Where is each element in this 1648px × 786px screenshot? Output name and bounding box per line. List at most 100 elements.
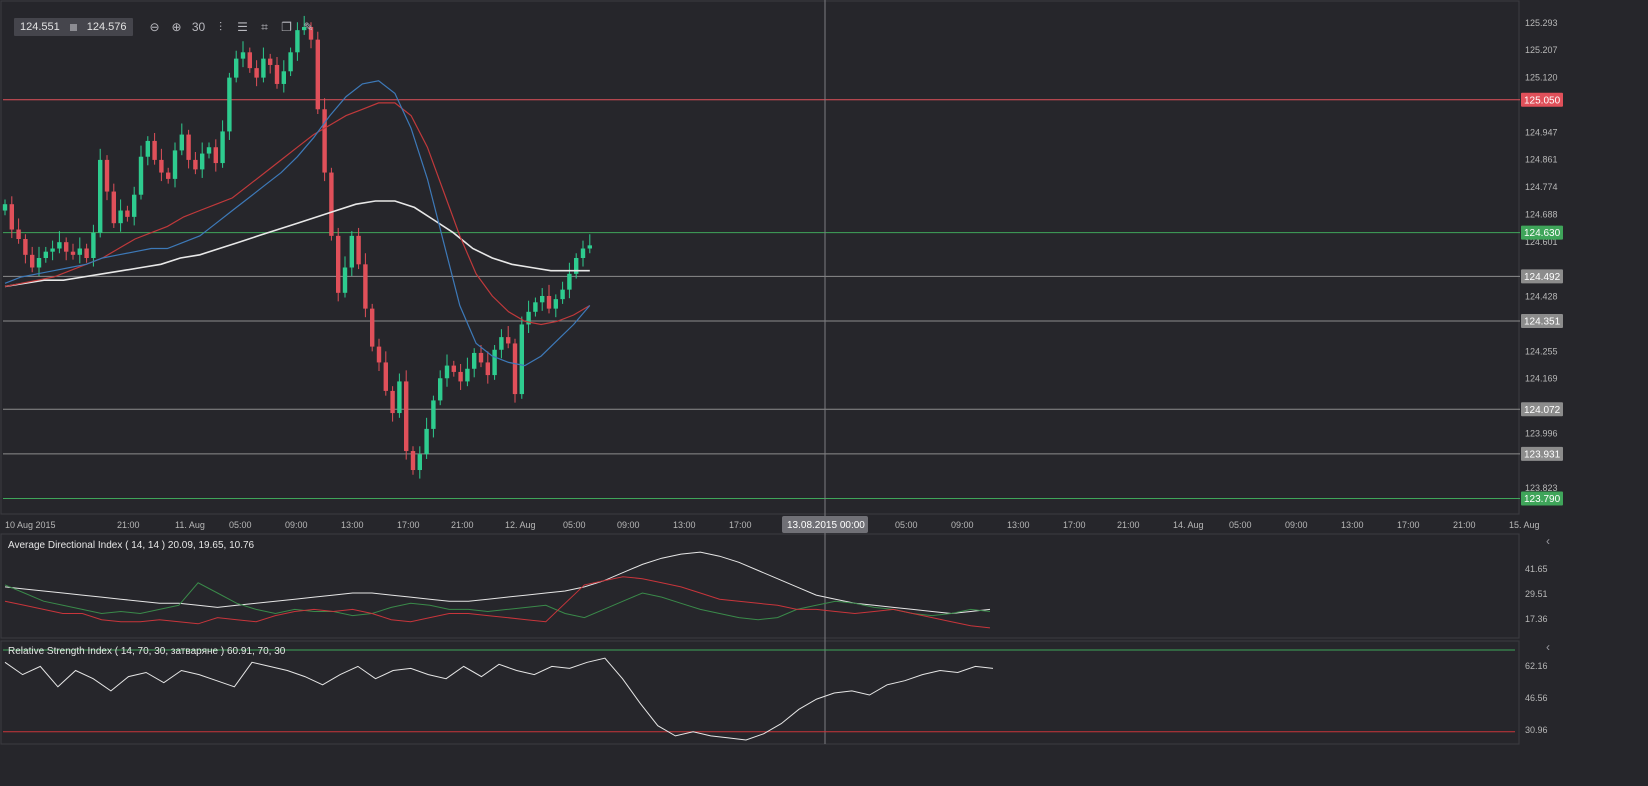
price-level-badge <box>1521 269 1563 284</box>
draw-icon[interactable]: ✎ <box>303 20 314 34</box>
x-tick-label: 13:00 <box>1341 520 1364 530</box>
bull-candle <box>281 71 286 84</box>
bull-candle <box>220 131 225 164</box>
collapse-rsi-icon[interactable]: ‹ <box>1546 640 1550 654</box>
bear-candle <box>64 242 69 252</box>
bear-candle <box>254 68 259 78</box>
timeframe-30m-icon[interactable]: 30 <box>191 20 206 34</box>
x-tick-label: 21:00 <box>1453 520 1476 530</box>
bear-candle <box>478 352 484 363</box>
bull-candle <box>57 242 62 249</box>
bull-candle <box>526 311 531 325</box>
bear-candle <box>410 451 416 471</box>
bull-candle <box>2 204 8 211</box>
y-tick-label: 124.428 <box>1525 292 1558 302</box>
bear-candle <box>308 26 314 40</box>
y-tick-label: 124.947 <box>1525 127 1558 137</box>
x-tick-label: 11. Aug <box>175 520 205 530</box>
ema-slow-line <box>4 200 590 288</box>
bull-candle <box>288 52 293 72</box>
bear-candle <box>315 39 320 110</box>
bull-candle <box>206 147 212 154</box>
rsi-line <box>4 657 994 741</box>
bull-candle <box>50 248 55 252</box>
y-tick-label: 123.823 <box>1525 483 1558 493</box>
bull-candle <box>519 324 524 395</box>
ema-fast-line <box>4 80 591 367</box>
y-tick-label: 124.255 <box>1525 346 1558 356</box>
y-tick-label: 123.996 <box>1525 428 1558 438</box>
rsi-panel-frame <box>0 640 1520 745</box>
bull-candle <box>540 295 545 303</box>
bull-candle <box>36 258 42 268</box>
y-tick-label: 125.120 <box>1525 73 1558 83</box>
x-tick-label: 05:00 <box>563 520 586 530</box>
y-tick-label: 124.601 <box>1525 237 1558 247</box>
x-tick-label: 13:00 <box>673 520 696 530</box>
bear-candle <box>451 365 456 372</box>
chart-toolbar: 124.551 124.576 ⊖ ⊕ 30 ⫶ ☰ ⌗ ❐ ✎ <box>14 18 317 36</box>
bull-candle <box>91 232 96 258</box>
bull-candle <box>138 156 144 195</box>
price-level-badge <box>1521 491 1563 506</box>
price-level-badge <box>1521 313 1563 328</box>
zoom-in-icon[interactable]: ⊕ <box>171 20 182 34</box>
collapse-adx-icon[interactable]: ‹ <box>1546 534 1550 548</box>
adx-label: Average Directional Index ( 14, 14 ) 20.… <box>8 540 255 551</box>
bear-candle <box>546 295 552 309</box>
price-level-badge <box>1521 92 1563 107</box>
y-tick-label: 124.169 <box>1525 374 1558 384</box>
bull-candle <box>424 428 429 455</box>
price-level-label: 124.072 <box>1524 405 1561 416</box>
x-tick-label: 13:00 <box>341 520 364 530</box>
tool-buttons: ⊖ ⊕ 30 ⫶ ☰ ⌗ ❐ ✎ <box>147 19 317 35</box>
bear-candle <box>166 172 171 179</box>
bear-candle <box>370 308 375 347</box>
x-tick-label: 05:00 <box>895 520 918 530</box>
bid-price: 124.551 <box>20 21 60 33</box>
bull-candle <box>472 352 477 369</box>
bull-candle <box>98 159 103 233</box>
price-level-badge <box>1521 402 1563 417</box>
y-tick-label: 125.293 <box>1525 18 1558 28</box>
indicators-icon[interactable]: ☰ <box>237 20 248 34</box>
zoom-out-icon[interactable]: ⊖ <box>149 20 160 34</box>
bull-candle <box>560 289 565 300</box>
x-tick-label: 12. Aug <box>505 520 536 530</box>
spread-icon <box>69 23 77 31</box>
bull-candle <box>444 365 450 379</box>
bull-candle <box>200 153 205 170</box>
x-tick-label: 17:00 <box>1063 520 1086 530</box>
bear-candle <box>363 264 368 309</box>
bull-candle <box>499 337 504 350</box>
adx-tick-label: 29.51 <box>1525 589 1548 599</box>
chart-type-icon[interactable]: ⌗ <box>261 20 268 34</box>
bear-candle <box>485 362 490 376</box>
bear-candle <box>152 140 157 160</box>
price-level-badge <box>1521 446 1563 461</box>
price-level-badge <box>1521 225 1563 240</box>
crosshair-date-badge <box>782 516 868 533</box>
bull-candle <box>533 302 538 312</box>
bull-candle <box>492 349 497 376</box>
bull-candle <box>567 273 572 290</box>
x-tick-label: 17:00 <box>397 520 420 530</box>
templates-icon[interactable]: ❐ <box>281 20 292 34</box>
bear-candle <box>125 210 130 217</box>
bull-candle <box>574 258 579 274</box>
ask-price: 124.576 <box>86 21 127 33</box>
price-level-label: 123.931 <box>1524 449 1561 460</box>
x-tick-label: 21:00 <box>117 520 140 530</box>
bull-candle <box>295 30 300 53</box>
bull-candle <box>77 248 82 255</box>
x-tick-label: 15. Aug <box>1509 520 1540 530</box>
bear-candle <box>390 390 395 414</box>
bear-candle <box>376 346 382 363</box>
rsi-tick-label: 46.56 <box>1525 693 1548 703</box>
bull-candle <box>145 140 150 157</box>
price-level-label: 124.351 <box>1524 316 1561 327</box>
bull-candle <box>240 52 246 59</box>
rsi-tick-label: 30.96 <box>1525 725 1548 735</box>
candles-icon[interactable]: ⫶ <box>219 20 223 34</box>
